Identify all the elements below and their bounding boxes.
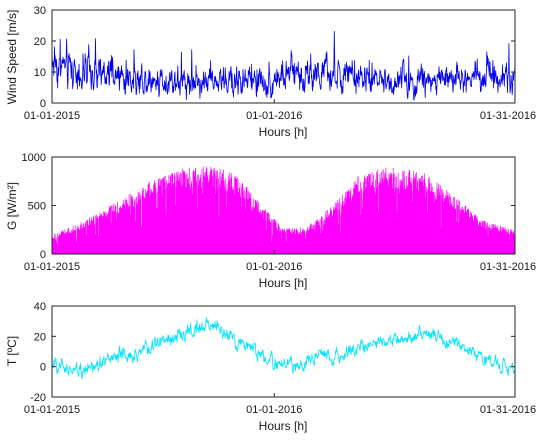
temperature-line (51, 317, 516, 380)
wind-speed-line (51, 31, 516, 101)
y-tick-labels: 0 500 1000 (22, 152, 515, 261)
y-tick-label: 0 (40, 362, 46, 374)
y-tick-label: 30 (34, 5, 46, 17)
y-tick-label: 40 (34, 301, 46, 313)
plot-area (52, 306, 515, 397)
x-tick-label: 01-31-2016 (480, 404, 536, 416)
wind-speed-panel: 0 10 20 30 01-01-2015 01-01-2016 01-31-2016 W… (5, 5, 536, 139)
x-axis-label: Hours [h] (259, 125, 308, 139)
y-tick-label: -20 (30, 392, 46, 404)
y-tick-label: 20 (34, 331, 46, 343)
x-tick-labels: 01-01-2015 01-01-2016 01-31-2016 (24, 393, 536, 416)
x-tick-labels: 01-01-2015 01-01-2016 01-31-2016 (24, 99, 536, 122)
y-tick-label: 1000 (22, 152, 46, 164)
x-tick-label: 01-01-2015 (24, 110, 80, 122)
axes-frame (51, 305, 516, 398)
y-tick-label: 500 (28, 201, 46, 213)
wind-speed-series (51, 31, 516, 101)
x-tick-label: 01-31-2016 (480, 261, 536, 273)
y-tick-labels: 0 10 20 30 (34, 5, 515, 110)
x-tick-label: 01-01-2016 (246, 404, 302, 416)
x-tick-labels: 01-01-2015 01-01-2016 01-31-2016 (24, 250, 536, 273)
y-tick-label: 0 (40, 249, 46, 261)
x-tick-label: 01-31-2016 (480, 110, 536, 122)
x-axis-label: Hours [h] (259, 419, 308, 433)
x-tick-label: 01-01-2015 (24, 404, 80, 416)
y-axis-label: G [W/m²] (5, 182, 19, 230)
x-axis-label: Hours [h] (259, 276, 308, 290)
x-tick-label: 01-01-2016 (246, 261, 302, 273)
x-tick-label: 01-01-2016 (246, 110, 302, 122)
axes-frame (51, 9, 516, 104)
temperature-series (51, 317, 516, 380)
plot-area (52, 10, 515, 103)
y-axis-label: Wind Speed [m/s] (5, 10, 19, 105)
y-axis-label: T [ºC] (5, 336, 19, 366)
y-tick-label: 20 (34, 36, 46, 48)
y-tick-label: 0 (40, 98, 46, 110)
x-tick-label: 01-01-2015 (24, 261, 80, 273)
y-tick-label: 10 (34, 67, 46, 79)
y-tick-labels: -20 0 20 40 (30, 301, 515, 404)
